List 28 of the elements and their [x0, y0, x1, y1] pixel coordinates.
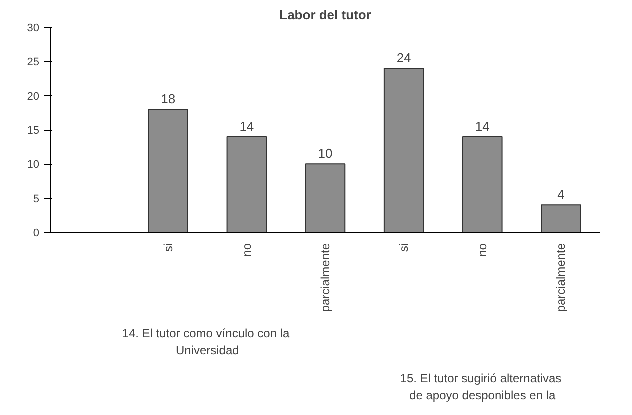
y-tick-label: 0: [33, 228, 40, 240]
text: 15. El tutor sugirió alternativas de apoyo desponibles en la: [400, 372, 562, 402]
y-tick-label: 5: [33, 193, 40, 206]
x-tick-label: no: [240, 243, 254, 257]
data-label: 24: [396, 50, 412, 66]
x-tick-label: si: [161, 243, 176, 252]
y-tick-label: 30: [27, 22, 40, 34]
x-tick-label: si: [397, 243, 412, 252]
bar: [541, 204, 582, 232]
data-label: 18: [161, 92, 176, 106]
x-tick-label: parcialmente: [554, 243, 568, 312]
text: 14. El tutor como vínculo con la Universidad: [122, 326, 290, 358]
chart-title: Labor del tutor: [280, 8, 372, 22]
y-tick-label: 15: [27, 125, 40, 137]
data-label: 10: [318, 146, 333, 162]
x-tick-label: parcialmente: [318, 243, 332, 312]
x-tick-label: no: [476, 243, 490, 257]
data-label: 4: [558, 187, 565, 202]
data-label: 14: [475, 118, 490, 134]
y-tick-label: 25: [27, 56, 40, 69]
y-tick-label: 20: [27, 90, 40, 103]
data-label: 14: [240, 118, 254, 134]
bar: [148, 109, 188, 232]
bar: [226, 136, 268, 232]
y-tick-label: 10: [27, 159, 40, 172]
bar: [384, 68, 424, 232]
bar: [305, 164, 346, 232]
bar: [462, 136, 503, 232]
